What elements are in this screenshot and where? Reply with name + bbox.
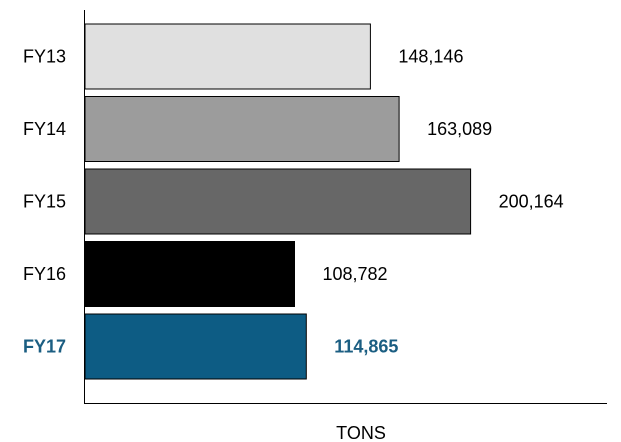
bar-fy16	[84, 241, 295, 307]
x-axis-label: TONS	[336, 423, 386, 442]
category-label-fy14: FY14	[23, 119, 66, 139]
value-label-fy17: 114,865	[334, 337, 398, 357]
value-label-fy16: 108,782	[323, 264, 388, 284]
category-label-fy13: FY13	[23, 47, 66, 67]
category-label-fy16: FY16	[23, 264, 66, 284]
bar-fy17	[84, 313, 307, 380]
labels: FY13 148,146 FY14 163,089 FY15 200,164 FY16 108…	[23, 47, 564, 357]
bars	[84, 23, 472, 380]
bar-fy13	[84, 23, 371, 90]
value-label-fy13: 148,146	[398, 47, 463, 67]
value-label-fy14: 163,089	[427, 119, 492, 139]
category-label-fy17: FY17	[23, 337, 66, 357]
category-label-fy15: FY15	[23, 192, 66, 212]
bar-fy14	[84, 96, 400, 162]
value-label-fy15: 200,164	[499, 192, 564, 212]
bar-fy15	[84, 168, 472, 235]
